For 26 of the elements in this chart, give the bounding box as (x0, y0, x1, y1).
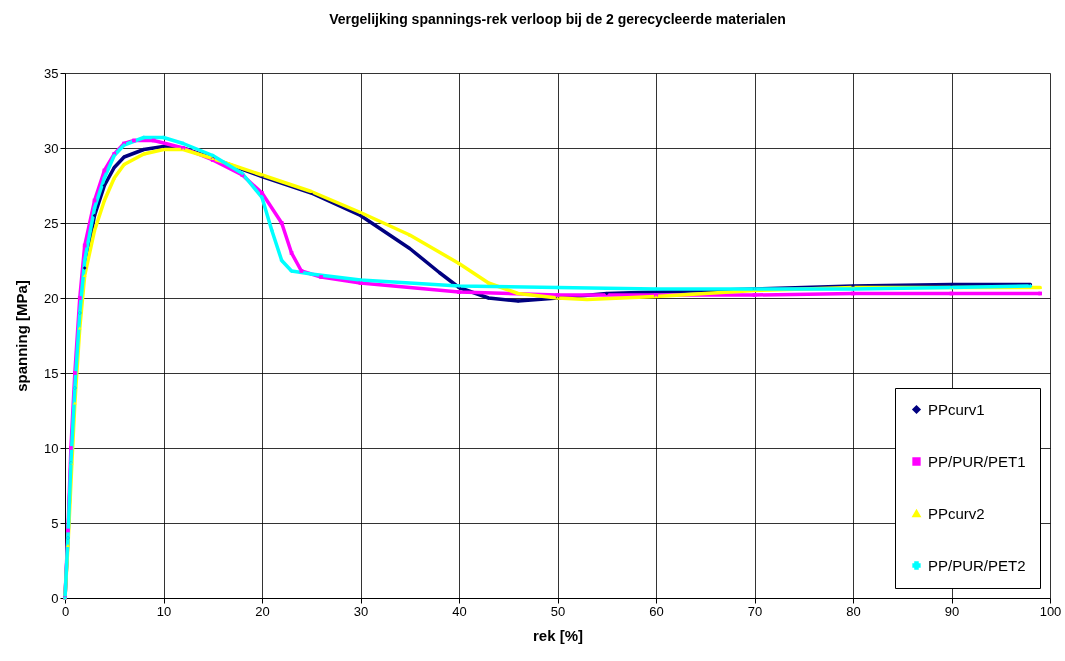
y-tick-label: 25 (44, 215, 59, 231)
y-tick-label: 5 (51, 515, 59, 531)
chart-title: Vergelijking spannings-rek verloop bij de 2 gerecycleerde materialen (329, 11, 786, 27)
x-tick-label: 80 (846, 603, 861, 619)
y-tick-label: 15 (44, 365, 59, 381)
x-tick-label: 10 (156, 603, 172, 619)
y-tick-label: 20 (44, 290, 59, 306)
legend-label: PP/PUR/PET1 (928, 452, 1026, 470)
y-tick-label: 35 (44, 65, 59, 81)
y-axis-title: spanning [MPa] (13, 280, 31, 392)
x-tick-label: 70 (747, 603, 763, 619)
y-tick-label: 0 (51, 590, 59, 606)
x-tick-label: 20 (255, 603, 270, 619)
x-tick-label: 50 (550, 603, 566, 619)
y-tick-label: 30 (44, 140, 59, 156)
legend-label: PPcurv2 (928, 504, 985, 522)
x-tick-label: 40 (452, 603, 467, 619)
x-tick-label: 30 (353, 603, 369, 619)
y-tick-label: 10 (44, 440, 59, 456)
legend-label: PP/PUR/PET2 (928, 556, 1026, 574)
x-axis-title: rek [%] (532, 626, 584, 644)
legend-label: PPcurv1 (928, 400, 985, 418)
x-tick-label: 90 (944, 603, 960, 619)
x-tick-label: 100 (1039, 603, 1062, 619)
x-tick-label: 60 (649, 603, 664, 619)
x-tick-label: 0 (61, 603, 70, 619)
